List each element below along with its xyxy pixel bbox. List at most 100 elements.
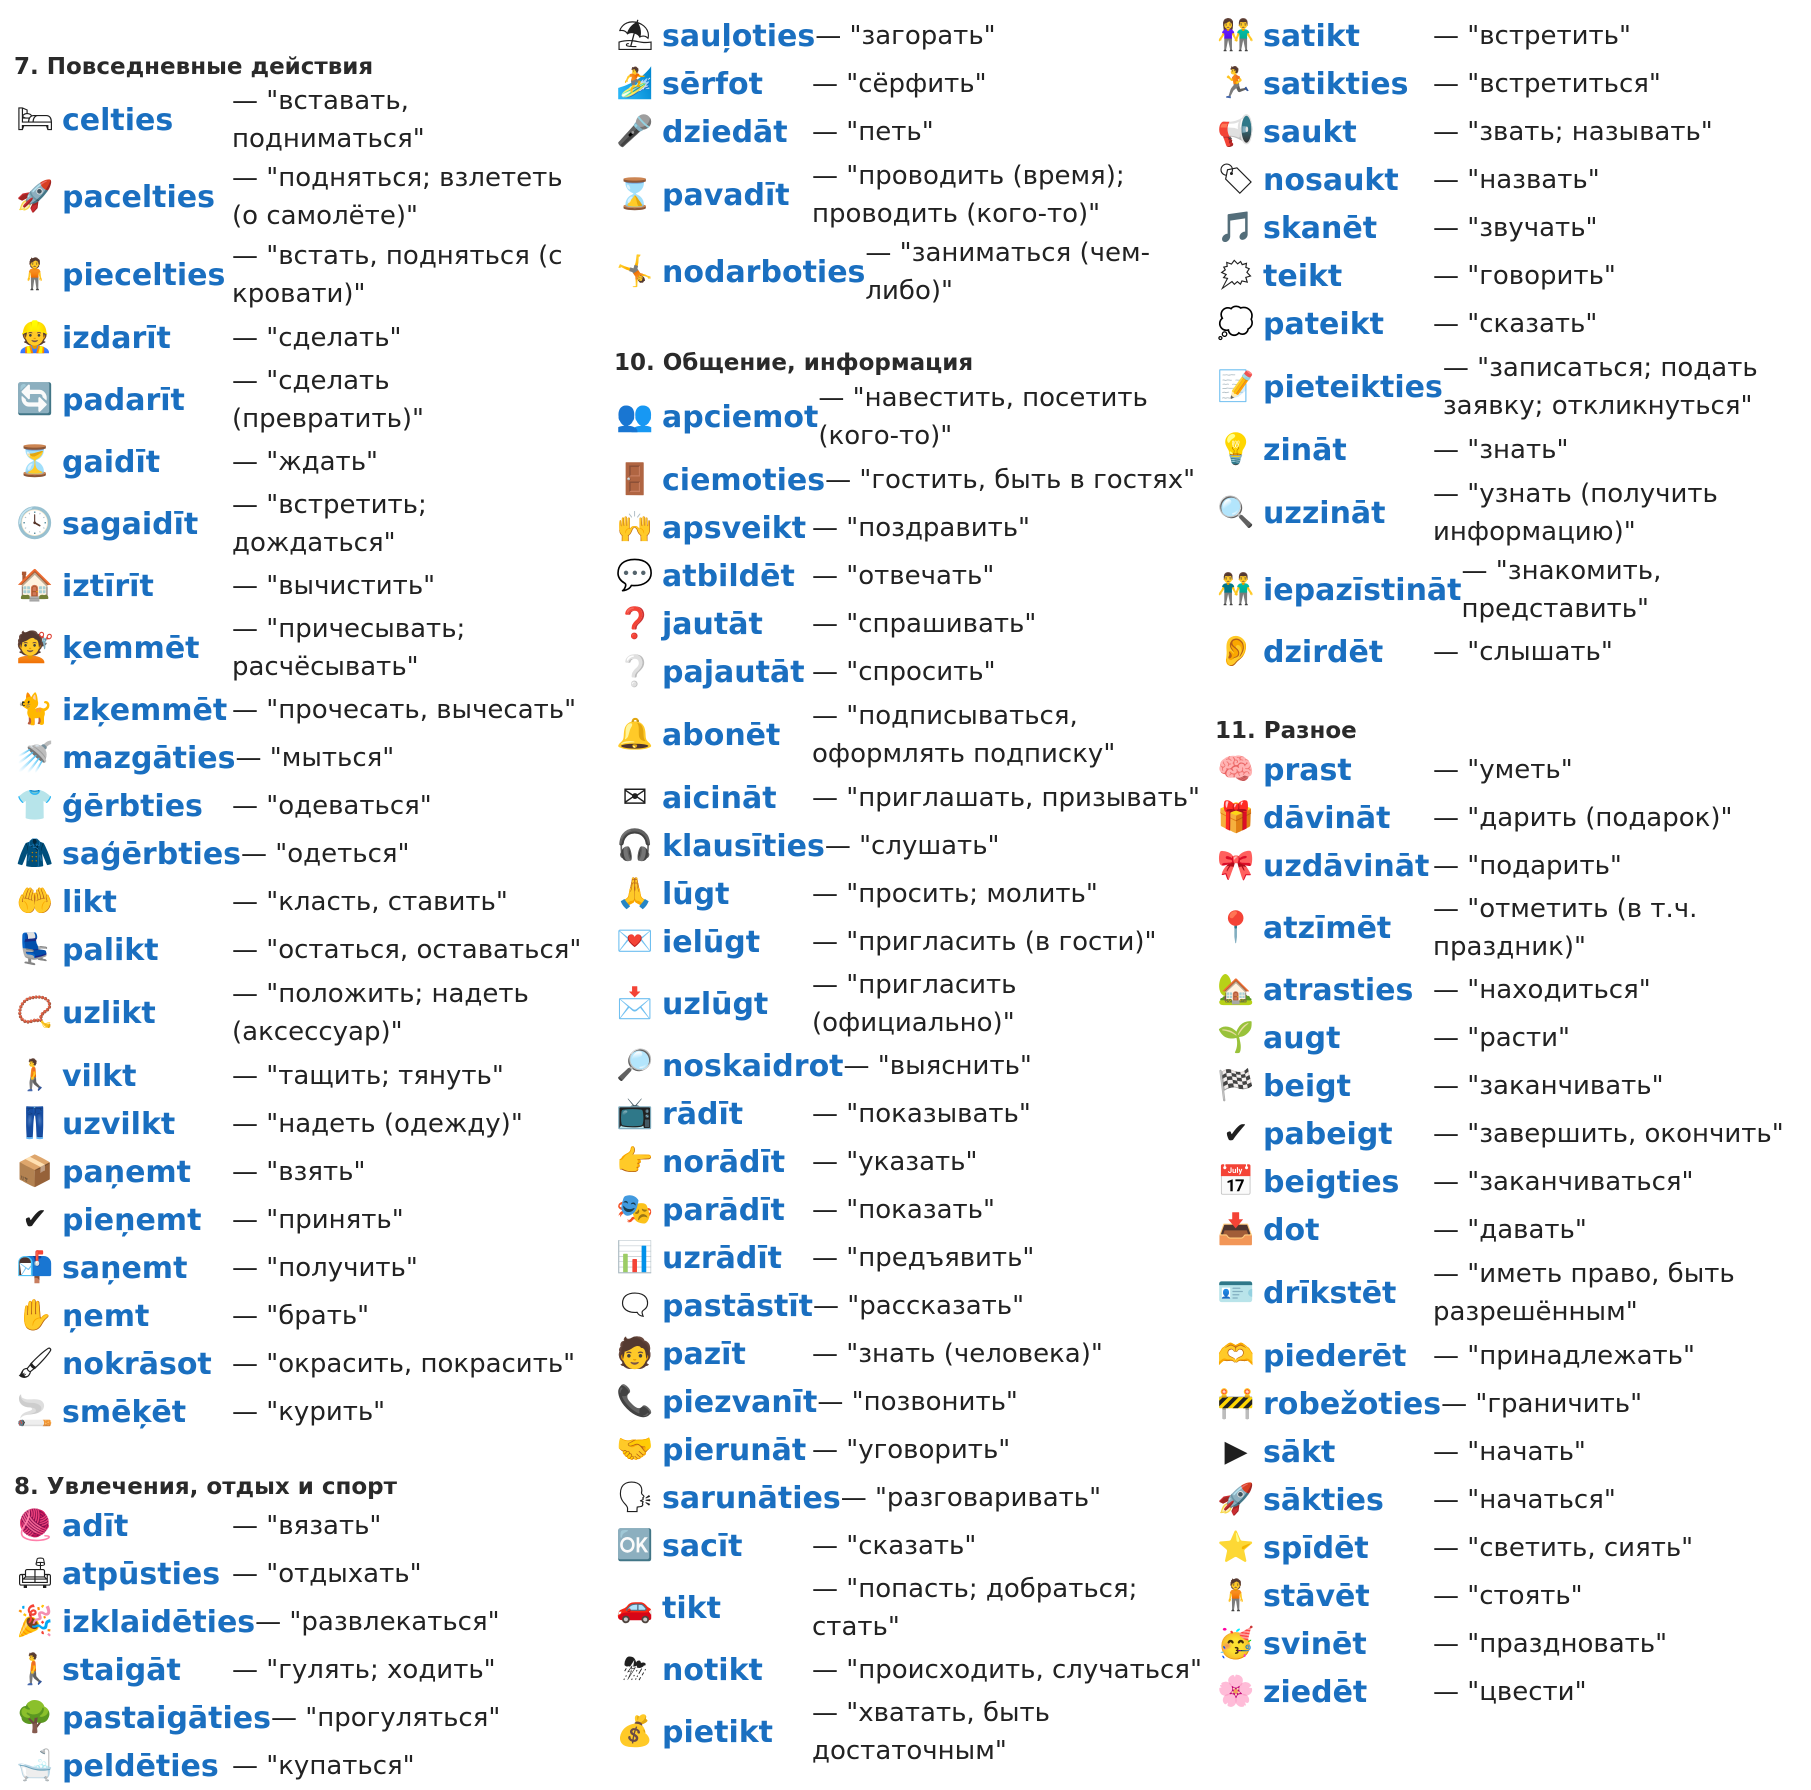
register-form-icon: 📝 (1217, 369, 1255, 404)
vocab-entry: 🥳 svinēt — "праздновать" (1215, 1620, 1811, 1668)
house-location-icon: 🏡 (1217, 972, 1255, 1007)
russian-translation: — "сказать" (812, 1531, 977, 1561)
vocab-entry: 🧠 prast — "уметь" (1215, 746, 1811, 794)
vocab-entry: 🚧 robežoties — "граничить" (1215, 1380, 1811, 1428)
russian-translation: — "проводить (время); проводить (кого-то… (812, 161, 1125, 229)
armchair-icon: 💺 (16, 932, 54, 967)
russian-translation: — "получить" (232, 1253, 418, 1283)
rocket-icon: 🚀 (16, 179, 54, 214)
sprout-icon: 🌱 (1217, 1020, 1255, 1055)
latvian-word: celties (62, 102, 174, 138)
latvian-word: skanēt (1263, 210, 1378, 246)
russian-translation: — "завершить, окончить" (1433, 1119, 1784, 1149)
section-title: 11. Разное (1215, 718, 1357, 744)
vocab-entry: 🏠 iztīrīt — "вычистить" (14, 562, 589, 610)
search-document-icon: 🔍 (1217, 495, 1255, 530)
guest-door-icon: 🚪 (616, 462, 654, 497)
russian-translation: — "начаться" (1433, 1485, 1616, 1515)
vocab-entry: 👂 dzirdēt — "слышать" (1215, 628, 1811, 676)
vocab-entry: 🔄 padarīt — "сделать (превратить)" (14, 362, 589, 438)
vocab-entry: 👕 ģērbties — "одеваться" (14, 782, 589, 830)
russian-translation: — "слышать" (1433, 637, 1613, 667)
latvian-word: sērfot (662, 66, 764, 102)
latvian-word: notikt (662, 1652, 763, 1688)
russian-translation: — "загорать" (815, 21, 996, 51)
vocab-entry: 📝 pieteikties — "записаться; подать заявку… (1215, 348, 1811, 426)
finish-line-icon: 🏁 (1217, 1068, 1255, 1103)
vocab-entry: 👫 satikt — "встретить" (1215, 12, 1811, 60)
hand-place-icon: 🤲 (16, 884, 54, 919)
russian-translation: — "узнать (получить информацию)" (1433, 479, 1718, 547)
gymnast-icon: 🤸 (616, 254, 654, 289)
vocab-entry: 📬 saņemt — "получить" (14, 1244, 589, 1292)
russian-translation: — "прогуляться" (271, 1703, 501, 1733)
russian-translation: — "брать" (232, 1301, 370, 1331)
latvian-word: satikt (1263, 18, 1361, 54)
vocab-entry: 🎵 skanēt — "звучать" (1215, 204, 1811, 252)
russian-translation: — "сделать" (232, 323, 402, 353)
latvian-word: padarīt (62, 382, 185, 418)
vocab-entry: 💡 zināt — "знать" (1215, 426, 1811, 474)
saying-person-icon: 💭 (1217, 306, 1255, 341)
latvian-word: pajautāt (662, 654, 805, 690)
latvian-word: staigāt (62, 1652, 181, 1688)
vocab-entry: 🚀 sākties — "начаться" (1215, 1476, 1811, 1524)
russian-translation: — "подарить" (1433, 851, 1622, 881)
vocab-entry: 🪪 drīkstēt — "иметь право, быть разрешённы… (1215, 1254, 1811, 1332)
vocab-entry: ❓ jautāt — "спрашивать" (614, 600, 1214, 648)
latvian-word: pacelties (62, 179, 215, 215)
event-icon: ⛈ (623, 1652, 647, 1687)
russian-translation: — "назвать" (1433, 165, 1600, 195)
vocab-entry: 📅 beigties — "заканчиваться" (1215, 1158, 1811, 1206)
latvian-word: augt (1263, 1020, 1341, 1056)
yes-no-icon: 🆗 (616, 1528, 654, 1563)
russian-translation: — "класть, ставить" (232, 887, 508, 917)
latvian-word: ciemoties (662, 462, 826, 498)
latvian-word: noskaidrot (662, 1048, 844, 1084)
latvian-word: iztīrīt (62, 568, 154, 604)
vocab-entry: ⛱ sauļoties — "загорать" (614, 12, 1214, 60)
megaphone-icon: 📢 (1217, 114, 1255, 149)
vocab-entry: 🎤 dziedāt — "петь" (614, 108, 1214, 156)
waiting-icon: ⏳ (16, 444, 54, 479)
latvian-word: izklaidēties (62, 1604, 256, 1640)
surfing-icon: 🏄 (616, 66, 654, 101)
vocab-entry: 🗯 teikt — "говорить" (1215, 252, 1811, 300)
visit-meeting-icon: 👥 (616, 399, 654, 434)
listening-icon: 🎧 (616, 828, 654, 863)
latvian-word: mazgāties (62, 740, 236, 776)
latvian-word: klausīties (662, 828, 825, 864)
latvian-word: robežoties (1263, 1386, 1442, 1422)
vocab-entry: 🏃 satikties — "встретиться" (1215, 60, 1811, 108)
latvian-word: uzvilkt (62, 1106, 176, 1142)
russian-translation: — "происходить, случаться" (812, 1655, 1202, 1685)
latvian-word: sarunāties (662, 1480, 841, 1516)
vocab-entry: 🚀 pacelties — "подняться; взлететь (о само… (14, 158, 589, 236)
latvian-word: izdarīt (62, 320, 171, 356)
receive-package-icon: 📬 (16, 1250, 54, 1285)
russian-translation: — "подняться; взлететь (о самолёте)" (232, 163, 563, 231)
russian-translation: — "отвечать" (812, 561, 995, 591)
dressing-icon: 👕 (16, 788, 54, 823)
russian-translation: — "вычистить" (232, 571, 436, 601)
latvian-word: pastāstīt (662, 1288, 813, 1324)
hourglass-icon: ⌛ (616, 177, 654, 212)
russian-translation: — "развлекаться" (255, 1607, 500, 1637)
vocab-entry: 📩 uzlūgt — "пригласить (официально)" (614, 966, 1214, 1042)
hearing-icon: 👂 (1217, 634, 1255, 669)
russian-translation: — "положить; надеть (аксессуар)" (232, 979, 529, 1047)
latvian-word: pietikt (662, 1714, 774, 1750)
russian-translation: — "уговорить" (812, 1435, 1011, 1465)
comb-hair-icon: 💇 (16, 630, 54, 665)
vocab-entry: ✉ aicināt — "приглашать, призывать" (614, 774, 1214, 822)
latvian-word: zināt (1263, 432, 1347, 468)
rocket-launch-icon: 🚀 (1217, 1482, 1255, 1517)
dressed-person-icon: 🧥 (16, 836, 54, 871)
russian-translation: — "граничить" (1441, 1389, 1643, 1419)
vocab-entry: 📍 atzīmēt — "отметить (в т.ч. праздник)" (1215, 890, 1811, 966)
russian-translation: — "ждать" (232, 447, 378, 477)
russian-translation: — "праздновать" (1433, 1629, 1668, 1659)
russian-translation: — "стоять" (1433, 1581, 1583, 1611)
latvian-word: beigties (1263, 1164, 1400, 1200)
vocab-entry: 🗣 sarunāties — "разговаривать" (614, 1474, 1214, 1522)
